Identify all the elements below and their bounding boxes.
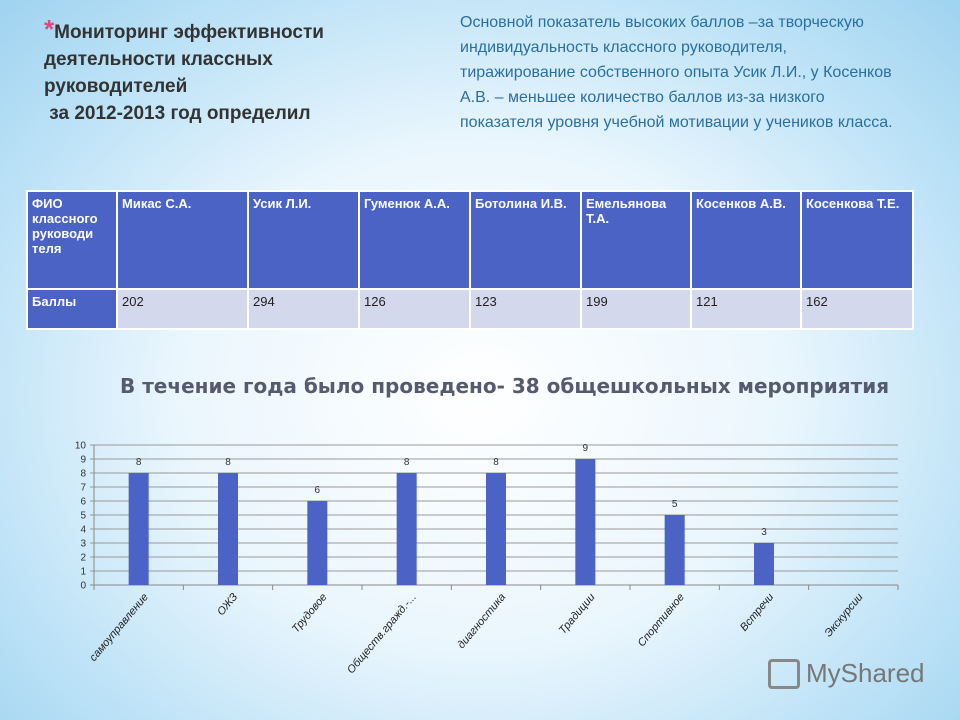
watermark-logo: MyShared: [768, 658, 925, 689]
score-cell: 199: [580, 288, 692, 330]
slide-title: *Мониторинг эффективности деятельности к…: [44, 14, 324, 125]
summary-note: Основной показатель высоких баллов –за т…: [460, 14, 893, 131]
data-label: 8: [404, 457, 410, 468]
bar: [754, 543, 774, 585]
chart-heading: В течение года было проведено- 38 общешк…: [120, 374, 890, 398]
score-cell: 123: [469, 288, 582, 330]
y-tick-label: 4: [80, 525, 86, 536]
y-tick-label: 10: [75, 441, 87, 452]
data-label: 8: [493, 457, 499, 468]
data-label: 8: [225, 457, 231, 468]
y-tick-label: 2: [80, 553, 86, 564]
bar: [218, 473, 238, 585]
bar: [575, 459, 596, 585]
y-tick-label: 1: [80, 567, 86, 578]
table-header-row: ФИО классного руководи теля Микас С.А. У…: [26, 190, 914, 290]
x-tick-label: Трудовое: [290, 591, 330, 635]
y-tick-label: 3: [80, 539, 86, 550]
table-row: Баллы 202 294 126 123 199 121 162: [26, 288, 914, 330]
bar: [486, 473, 506, 585]
header-cell: Косенкова Т.Е.: [800, 190, 914, 290]
star-bullet: *: [44, 14, 55, 44]
score-cell: 202: [116, 288, 249, 330]
y-tick-label: 8: [80, 469, 86, 480]
scores-table: ФИО классного руководи теля Микас С.А. У…: [26, 190, 914, 330]
x-tick-label: Спортивное: [636, 591, 687, 649]
header-cell: Косенков А.В.: [690, 190, 802, 290]
data-label: 9: [583, 443, 589, 454]
x-tick-label: диагностика: [455, 591, 508, 651]
y-tick-label: 5: [80, 511, 86, 522]
x-tick-label: ОЖЗ: [215, 591, 240, 618]
bar: [307, 501, 328, 585]
header-cell: Усик Л.И.: [247, 190, 360, 290]
x-tick-label: Экскурсии: [823, 591, 866, 639]
header-cell: Микас С.А.: [116, 190, 249, 290]
header-cell: Емельянова Т.А.: [580, 190, 692, 290]
bar: [396, 473, 417, 585]
score-cell: 126: [358, 288, 471, 330]
data-label: 6: [315, 485, 321, 496]
score-cell: 121: [690, 288, 802, 330]
score-cell: 162: [800, 288, 914, 330]
score-cell: 294: [247, 288, 360, 330]
row-label: Баллы: [26, 288, 118, 330]
header-cell: Ботолина И.В.: [469, 190, 582, 290]
data-label: 8: [136, 457, 142, 468]
header-cell: ФИО классного руководи теля: [26, 190, 118, 290]
x-tick-label: Встречи: [738, 591, 776, 633]
data-label: 5: [672, 499, 678, 510]
y-tick-label: 0: [80, 581, 86, 592]
y-tick-label: 7: [80, 483, 86, 494]
x-tick-label: самоуправление: [87, 591, 151, 664]
x-tick-label: Традиции: [557, 591, 598, 636]
data-label: 3: [761, 527, 767, 538]
x-tick-label: Обществ.гражд.-...: [345, 591, 419, 676]
bar: [664, 515, 685, 585]
y-tick-label: 9: [80, 455, 86, 466]
logo-icon: [768, 658, 800, 689]
y-tick-label: 6: [80, 497, 86, 508]
header-cell: Гуменюк А.А.: [358, 190, 471, 290]
bar: [128, 473, 149, 585]
